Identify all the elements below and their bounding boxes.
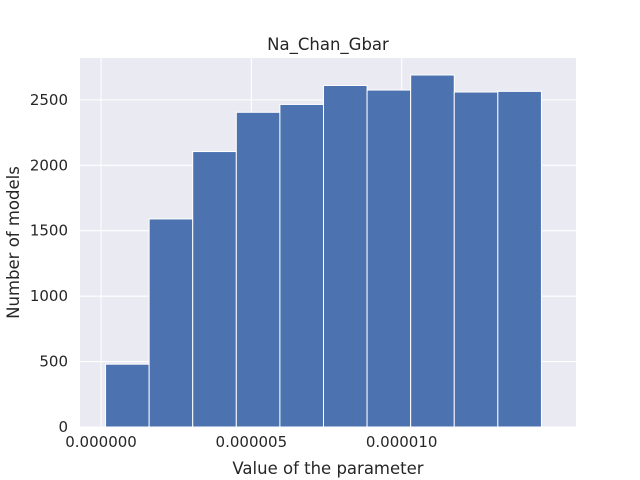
y-tick-label: 2000 (30, 156, 68, 174)
histogram-bar (148, 218, 194, 428)
histogram-bar (410, 74, 455, 428)
histogram-bar (366, 89, 412, 428)
histogram-bar (235, 111, 281, 428)
y-axis-label: Number of models (4, 166, 23, 319)
y-tick-label: 1000 (30, 287, 68, 305)
histogram-bar (453, 91, 499, 428)
histogram-bar (105, 363, 150, 428)
y-tick-label: 2500 (30, 91, 68, 109)
histogram-bar (497, 90, 542, 428)
histogram-bars (105, 74, 542, 428)
histogram-bar (192, 151, 237, 428)
x-tick-label: 0.000010 (366, 433, 438, 451)
tick-labels: 0 500 1000 1500 2000 2500 0.000000 0.000005 0.00… (30, 91, 438, 451)
histogram-bar (322, 84, 368, 428)
x-tick-label: 0.000005 (216, 433, 288, 451)
x-axis-label: Value of the parameter (232, 459, 423, 478)
histogram-bar (279, 103, 324, 428)
y-tick-label: 0 (58, 418, 68, 436)
y-tick-label: 500 (39, 353, 68, 371)
x-tick-label: 0.000000 (65, 433, 137, 451)
y-tick-label: 1500 (30, 222, 68, 240)
chart-title: Na_Chan_Gbar (267, 35, 389, 55)
